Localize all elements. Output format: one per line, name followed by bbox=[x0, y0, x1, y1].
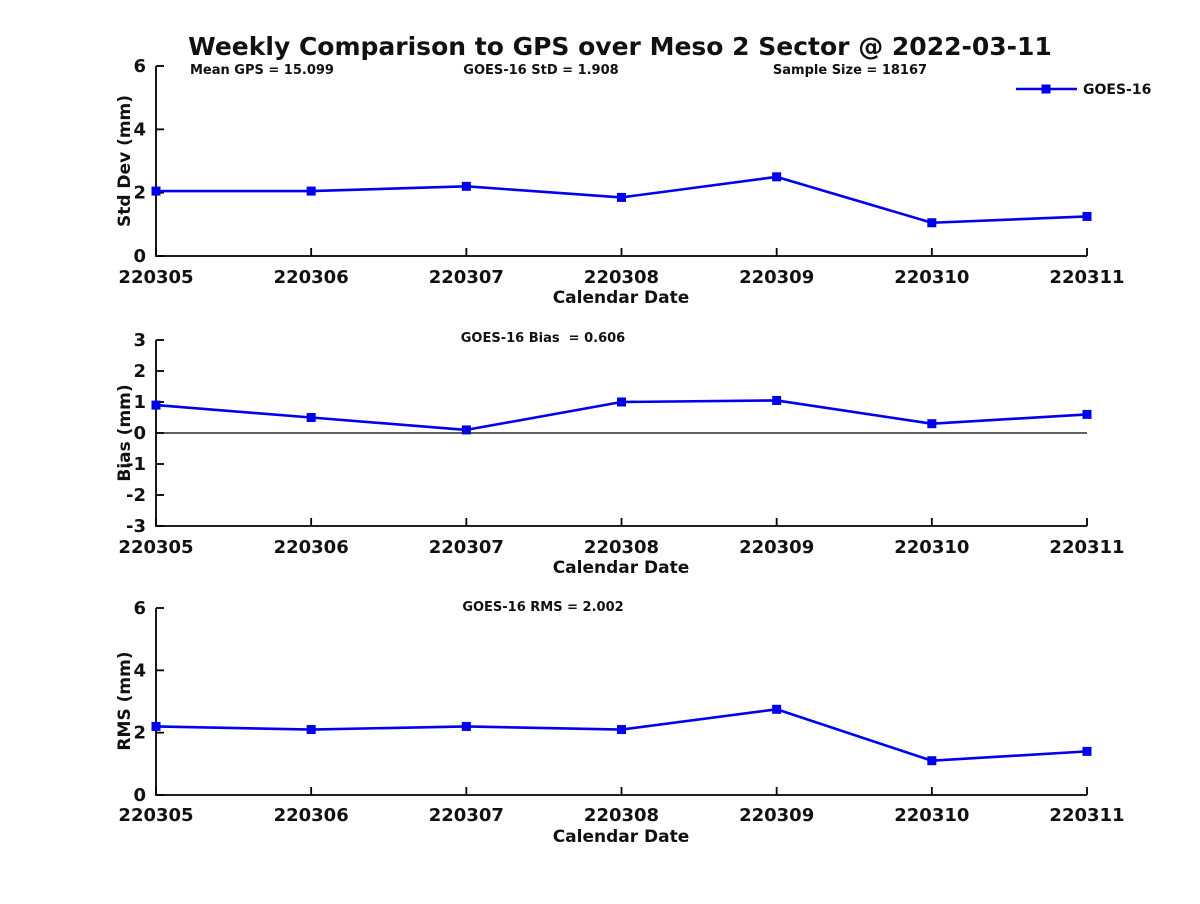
x-tick-label: 220305 bbox=[118, 537, 193, 558]
x-tick-label: 220311 bbox=[1049, 805, 1124, 826]
data-point-marker bbox=[772, 172, 782, 182]
data-point-marker bbox=[1082, 746, 1092, 756]
stat-sample-size: Sample Size = 18167 bbox=[773, 63, 927, 78]
annotation-bias: GOES-16 Bias = 0.606 bbox=[461, 331, 625, 346]
y-tick-label: 2 bbox=[133, 723, 146, 744]
legend-marker-sample bbox=[1041, 84, 1051, 94]
data-point-marker bbox=[927, 756, 937, 766]
data-point-marker bbox=[772, 704, 782, 714]
x-tick-label: 220310 bbox=[894, 805, 969, 826]
y-tick-label: 1 bbox=[133, 392, 146, 413]
x-tick-label: 220306 bbox=[274, 805, 349, 826]
x-tick-label: 220307 bbox=[429, 537, 504, 558]
data-point-marker bbox=[151, 400, 161, 410]
data-point-marker bbox=[306, 725, 316, 735]
data-point-marker bbox=[151, 721, 161, 731]
series-line-goes-16 bbox=[155, 707, 1088, 763]
y-tick-label: 4 bbox=[133, 660, 146, 681]
x-tick-label: 220307 bbox=[429, 805, 504, 826]
y-tick-label: 0 bbox=[133, 423, 146, 444]
data-point-marker bbox=[461, 721, 471, 731]
data-point-marker bbox=[1082, 211, 1092, 221]
x-tick-label: 220311 bbox=[1049, 267, 1124, 288]
x-tick-label: 220308 bbox=[584, 805, 659, 826]
data-point-marker bbox=[617, 192, 626, 202]
y-tick-label: -2 bbox=[126, 485, 146, 506]
axis-lines bbox=[155, 66, 1087, 257]
x-tick-label: 220309 bbox=[739, 267, 814, 288]
x-tick-label: 220308 bbox=[584, 537, 659, 558]
data-point-marker bbox=[927, 218, 937, 228]
y-tick-label: -1 bbox=[126, 454, 146, 475]
y-tick-label: 0 bbox=[133, 246, 146, 267]
x-tick-label: 220307 bbox=[429, 267, 504, 288]
ylabel-bias: Bias (mm) bbox=[115, 384, 135, 481]
data-point-marker bbox=[461, 425, 471, 435]
annotation-rms: GOES-16 RMS = 2.002 bbox=[462, 600, 623, 615]
y-tick-label: 4 bbox=[133, 119, 146, 140]
axis-lines bbox=[155, 608, 1087, 796]
y-tick-label: 6 bbox=[133, 598, 146, 619]
legend-label-goes16: GOES-16 bbox=[1083, 82, 1151, 98]
x-tick-label: 220305 bbox=[118, 805, 193, 826]
stat-mean-gps: Mean GPS = 15.099 bbox=[190, 63, 334, 78]
data-point-marker bbox=[461, 181, 471, 191]
x-tick-label: 220308 bbox=[584, 267, 659, 288]
ylabel-rms: RMS (mm) bbox=[115, 651, 135, 750]
x-tick-label: 220309 bbox=[739, 537, 814, 558]
figure-title: Weekly Comparison to GPS over Meso 2 Sec… bbox=[188, 32, 1052, 61]
data-point-marker bbox=[151, 186, 161, 196]
xlabel-calendar-date-2: Calendar Date bbox=[553, 558, 690, 578]
x-tick-label: 220309 bbox=[739, 805, 814, 826]
legend bbox=[1016, 84, 1077, 94]
xlabel-calendar-date-3: Calendar Date bbox=[553, 827, 690, 847]
x-tick-label: 220310 bbox=[894, 537, 969, 558]
stat-goes16-std: GOES-16 StD = 1.908 bbox=[463, 63, 618, 78]
ylabel-std-dev: Std Dev (mm) bbox=[115, 95, 135, 227]
plot-std-dev: 0 2 4 6 220305 220306 220307 220308 220309 220310… bbox=[118, 56, 1124, 288]
plot-bias: -3 -2 -1 0 1 2 3 220305 220306 220307 220308 220309… bbox=[118, 330, 1124, 558]
x-tick-label: 220310 bbox=[894, 267, 969, 288]
x-tick-label: 220305 bbox=[118, 267, 193, 288]
data-point-marker bbox=[772, 395, 782, 405]
plot-rms: 0 2 4 6 220305 220306 220307 220308 220309 220310… bbox=[118, 598, 1124, 826]
data-point-marker bbox=[617, 725, 626, 735]
y-tick-label: 2 bbox=[133, 361, 146, 382]
data-point-marker bbox=[306, 186, 316, 196]
y-tick-label: 0 bbox=[133, 785, 146, 806]
data-point-marker bbox=[927, 419, 937, 429]
x-tick-label: 220306 bbox=[274, 267, 349, 288]
y-tick-label: 2 bbox=[133, 183, 146, 204]
data-point-marker bbox=[617, 397, 626, 407]
y-tick-label: -3 bbox=[126, 516, 146, 537]
data-point-marker bbox=[1082, 409, 1092, 419]
data-point-marker bbox=[306, 413, 316, 422]
y-tick-label: 3 bbox=[133, 330, 146, 351]
y-tick-label: 6 bbox=[133, 56, 146, 77]
xlabel-calendar-date-1: Calendar Date bbox=[553, 288, 690, 308]
x-tick-label: 220311 bbox=[1049, 537, 1124, 558]
x-tick-label: 220306 bbox=[274, 537, 349, 558]
